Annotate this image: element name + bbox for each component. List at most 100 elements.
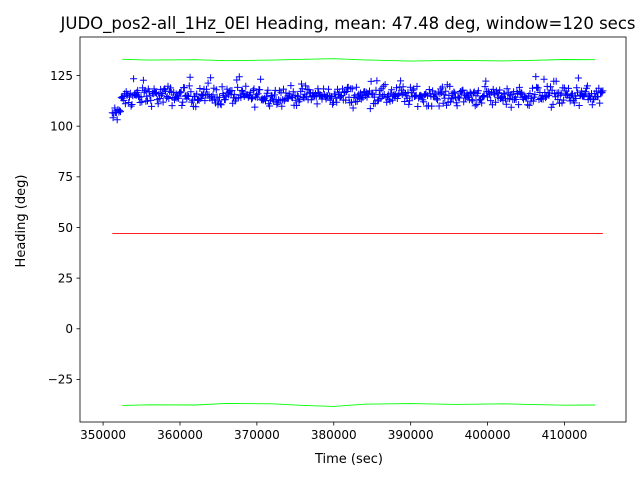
data-point <box>357 95 365 103</box>
data-point <box>160 86 168 94</box>
data-point <box>293 102 301 109</box>
data-point <box>332 94 340 102</box>
data-point <box>393 95 401 102</box>
data-point <box>428 102 436 110</box>
data-point <box>167 84 174 92</box>
data-point <box>515 101 523 109</box>
y-tick-label: 0 <box>65 322 73 336</box>
data-point <box>370 93 378 101</box>
data-point <box>596 99 604 107</box>
data-point <box>157 91 165 99</box>
data-point <box>186 73 194 81</box>
data-point <box>447 95 455 103</box>
data-point <box>242 82 250 90</box>
data-point <box>156 95 164 102</box>
plot-marks <box>108 58 607 407</box>
data-point <box>560 96 568 104</box>
data-point <box>595 84 603 92</box>
data-point <box>436 90 444 98</box>
data-point <box>201 97 209 105</box>
data-point <box>348 98 355 106</box>
data-point <box>147 96 155 104</box>
data-point <box>434 96 441 104</box>
data-point <box>111 104 119 112</box>
data-point <box>578 87 586 95</box>
data-point <box>507 103 515 111</box>
data-point <box>352 83 360 91</box>
x-tick-label: 360000 <box>157 428 203 442</box>
data-point <box>348 85 356 93</box>
data-point <box>109 114 117 122</box>
data-point <box>373 77 381 85</box>
data-point <box>280 85 287 93</box>
data-point <box>150 85 158 93</box>
data-point <box>121 100 129 108</box>
data-point <box>312 93 320 101</box>
data-point <box>219 90 227 98</box>
data-point <box>254 90 262 98</box>
data-point <box>230 90 238 98</box>
data-point <box>221 96 229 104</box>
data-point <box>337 92 345 100</box>
data-point <box>141 86 149 94</box>
data-point <box>531 91 539 99</box>
data-point <box>452 99 460 107</box>
data-point <box>460 98 468 106</box>
data-point <box>253 93 261 101</box>
data-point <box>343 88 351 95</box>
data-point <box>294 92 302 100</box>
data-point <box>264 86 272 94</box>
data-point <box>447 98 455 106</box>
data-point <box>176 89 184 97</box>
data-point <box>341 89 349 96</box>
data-point <box>203 85 210 93</box>
data-point <box>479 92 487 100</box>
y-tick-label: 25 <box>58 271 73 285</box>
x-tick-label: 400000 <box>465 428 511 442</box>
data-point <box>251 103 259 111</box>
data-point <box>184 91 192 99</box>
data-point <box>554 96 562 103</box>
data-point <box>440 91 448 99</box>
data-point <box>273 100 281 108</box>
data-point <box>582 88 590 96</box>
series-line-1 <box>122 58 596 62</box>
data-point <box>154 100 162 108</box>
data-point <box>116 106 124 114</box>
data-point <box>388 96 396 104</box>
data-point <box>185 82 193 90</box>
data-point <box>193 90 201 98</box>
data-point <box>540 75 548 83</box>
data-point <box>599 87 607 95</box>
y-tick-label: 125 <box>50 69 73 83</box>
data-point <box>459 86 467 94</box>
data-point <box>381 81 389 89</box>
data-point <box>453 102 461 110</box>
data-point <box>547 83 554 91</box>
data-point <box>397 77 405 85</box>
data-point <box>468 96 476 104</box>
data-point <box>179 98 187 106</box>
data-point <box>271 91 278 99</box>
data-point <box>557 89 565 97</box>
data-point <box>159 98 167 106</box>
data-point <box>217 101 225 109</box>
data-point <box>512 96 520 103</box>
data-point <box>204 79 212 87</box>
data-point <box>478 99 486 107</box>
data-point <box>566 97 574 105</box>
data-point <box>218 83 226 91</box>
data-point <box>148 102 156 110</box>
data-point <box>429 87 437 95</box>
data-point <box>180 84 188 92</box>
data-point <box>212 86 220 94</box>
data-point <box>349 104 357 112</box>
data-point <box>266 102 274 110</box>
data-point <box>289 88 297 96</box>
data-point <box>139 76 147 84</box>
data-point <box>256 86 264 94</box>
data-point <box>228 87 236 94</box>
data-point <box>506 91 514 99</box>
data-point <box>438 83 446 91</box>
data-point <box>473 101 481 108</box>
